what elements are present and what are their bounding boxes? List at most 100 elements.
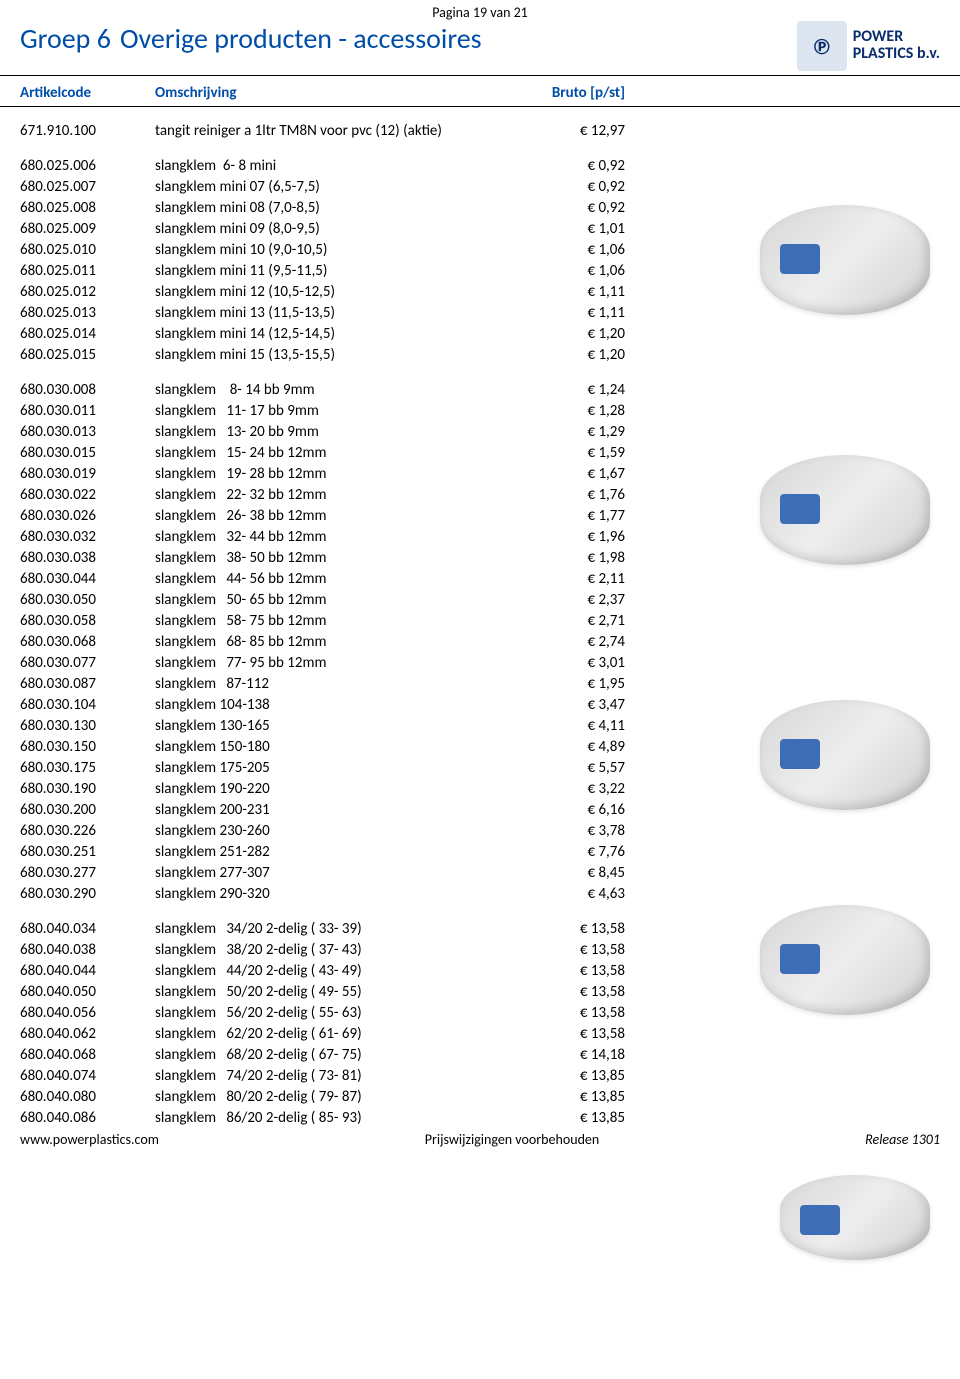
cell-price: € 1,06 (525, 261, 625, 282)
table-row: 680.030.011slangklem 11- 17 bb 9mm€ 1,28 (20, 401, 940, 422)
cell-desc: slangklem 104-138 (155, 695, 525, 716)
cell-code: 680.040.080 (20, 1087, 155, 1108)
cell-desc: slangklem 130-165 (155, 716, 525, 737)
cell-code: 680.025.011 (20, 261, 155, 282)
brand-name-2: PLASTICS b.v. (853, 46, 940, 63)
page-header: Groep 6 Overige producten - accessoires … (0, 21, 960, 76)
cell-desc: slangklem 251-282 (155, 842, 525, 863)
cell-desc: slangklem 15- 24 bb 12mm (155, 443, 525, 464)
cell-desc: slangklem 80/20 2-delig ( 79- 87) (155, 1087, 525, 1108)
cell-code: 680.030.038 (20, 548, 155, 569)
cell-code: 680.040.062 (20, 1024, 155, 1045)
cell-price: € 1,77 (525, 506, 625, 527)
table-row: 680.025.006slangklem 6- 8 mini€ 0,92 (20, 156, 940, 177)
cell-code: 680.025.008 (20, 198, 155, 219)
table-row: 680.040.062slangklem 62/20 2-delig ( 61-… (20, 1024, 940, 1045)
product-image-accent (780, 739, 820, 769)
cell-price: € 3,47 (525, 695, 625, 716)
cell-code: 680.030.068 (20, 632, 155, 653)
cell-price: € 3,22 (525, 779, 625, 800)
table-row: 680.025.015slangklem mini 15 (13,5-15,5)… (20, 345, 940, 366)
cell-desc: slangklem mini 10 (9,0-10,5) (155, 240, 525, 261)
cell-price: € 1,98 (525, 548, 625, 569)
table-row: 680.040.086slangklem 86/20 2-delig ( 85-… (20, 1108, 940, 1129)
cell-desc: slangklem 11- 17 bb 9mm (155, 401, 525, 422)
cell-price: € 13,85 (525, 1087, 625, 1108)
cell-price: € 5,57 (525, 758, 625, 779)
cell-desc: slangklem 26- 38 bb 12mm (155, 506, 525, 527)
table-row: 680.030.058slangklem 58- 75 bb 12mm€ 2,7… (20, 611, 940, 632)
cell-price: € 6,16 (525, 800, 625, 821)
cell-desc: slangklem 44- 56 bb 12mm (155, 569, 525, 590)
cell-price: € 7,76 (525, 842, 625, 863)
product-image-accent (780, 944, 820, 974)
cell-code: 680.030.087 (20, 674, 155, 695)
cell-code: 680.040.038 (20, 940, 155, 961)
cell-desc: slangklem 62/20 2-delig ( 61- 69) (155, 1024, 525, 1045)
table-row: 671.910.100tangit reiniger a 1ltr TM8N v… (20, 121, 940, 142)
cell-desc: slangklem 68- 85 bb 12mm (155, 632, 525, 653)
cell-price: € 1,20 (525, 345, 625, 366)
product-image (760, 700, 930, 810)
cell-desc: slangklem 86/20 2-delig ( 85- 93) (155, 1108, 525, 1129)
table-row: 680.030.077slangklem 77- 95 bb 12mm€ 3,0… (20, 653, 940, 674)
cell-code: 680.040.068 (20, 1045, 155, 1066)
cell-desc: slangklem 277-307 (155, 863, 525, 884)
cell-desc: slangklem mini 08 (7,0-8,5) (155, 198, 525, 219)
cell-code: 680.025.014 (20, 324, 155, 345)
table-row: 680.040.074slangklem 74/20 2-delig ( 73-… (20, 1066, 940, 1087)
cell-code: 680.040.056 (20, 1003, 155, 1024)
cell-desc: slangklem 56/20 2-delig ( 55- 63) (155, 1003, 525, 1024)
product-image-accent (780, 494, 820, 524)
cell-price: € 1,59 (525, 443, 625, 464)
cell-code: 680.025.012 (20, 282, 155, 303)
cell-price: € 13,58 (525, 940, 625, 961)
product-image (760, 905, 930, 1015)
cell-desc: tangit reiniger a 1ltr TM8N voor pvc (12… (155, 121, 525, 142)
cell-desc: slangklem 50/20 2-delig ( 49- 55) (155, 982, 525, 1003)
cell-price: € 2,11 (525, 569, 625, 590)
cell-code: 680.030.011 (20, 401, 155, 422)
cell-price: € 13,58 (525, 1024, 625, 1045)
cell-desc: slangklem 87-112 (155, 674, 525, 695)
table-row: 680.030.068slangklem 68- 85 bb 12mm€ 2,7… (20, 632, 940, 653)
cell-code: 680.030.130 (20, 716, 155, 737)
page-title: Overige producten - accessoires (120, 21, 797, 56)
cell-desc: slangklem 77- 95 bb 12mm (155, 653, 525, 674)
cell-price: € 8,45 (525, 863, 625, 884)
column-headers: Artikelcode Omschrijving Bruto [p/st] (0, 76, 960, 107)
cell-code: 680.040.086 (20, 1108, 155, 1129)
cell-code: 680.030.015 (20, 443, 155, 464)
cell-desc: slangklem 8- 14 bb 9mm (155, 380, 525, 401)
cell-code: 680.030.290 (20, 884, 155, 905)
cell-code: 680.030.032 (20, 527, 155, 548)
cell-desc: slangklem 6- 8 mini (155, 156, 525, 177)
cell-desc: slangklem 13- 20 bb 9mm (155, 422, 525, 443)
cell-price: € 1,29 (525, 422, 625, 443)
cell-code: 680.030.026 (20, 506, 155, 527)
cell-price: € 1,11 (525, 282, 625, 303)
cell-price: € 1,11 (525, 303, 625, 324)
cell-price: € 2,74 (525, 632, 625, 653)
cell-code: 680.030.022 (20, 485, 155, 506)
cell-code: 680.030.013 (20, 422, 155, 443)
cell-desc: slangklem mini 07 (6,5-7,5) (155, 177, 525, 198)
brand-logo: ℗ POWER PLASTICS b.v. (797, 21, 940, 71)
cell-desc: slangklem mini 09 (8,0-9,5) (155, 219, 525, 240)
cell-code: 680.025.015 (20, 345, 155, 366)
cell-price: € 0,92 (525, 156, 625, 177)
cell-price: € 13,85 (525, 1066, 625, 1087)
table-row: 680.025.014slangklem mini 14 (12,5-14,5)… (20, 324, 940, 345)
table-row: 680.030.013slangklem 13- 20 bb 9mm€ 1,29 (20, 422, 940, 443)
cell-desc: slangklem mini 11 (9,5-11,5) (155, 261, 525, 282)
cell-code: 680.030.008 (20, 380, 155, 401)
cell-desc: slangklem mini 12 (10,5-12,5) (155, 282, 525, 303)
cell-code: 680.030.050 (20, 590, 155, 611)
footer-website: www.powerplastics.com (20, 1131, 159, 1148)
cell-code: 680.030.251 (20, 842, 155, 863)
brand-logo-text: POWER PLASTICS b.v. (853, 29, 940, 63)
product-image (760, 205, 930, 315)
cell-desc: slangklem 230-260 (155, 821, 525, 842)
brand-logo-icon: ℗ (797, 21, 847, 71)
cell-code: 680.030.175 (20, 758, 155, 779)
